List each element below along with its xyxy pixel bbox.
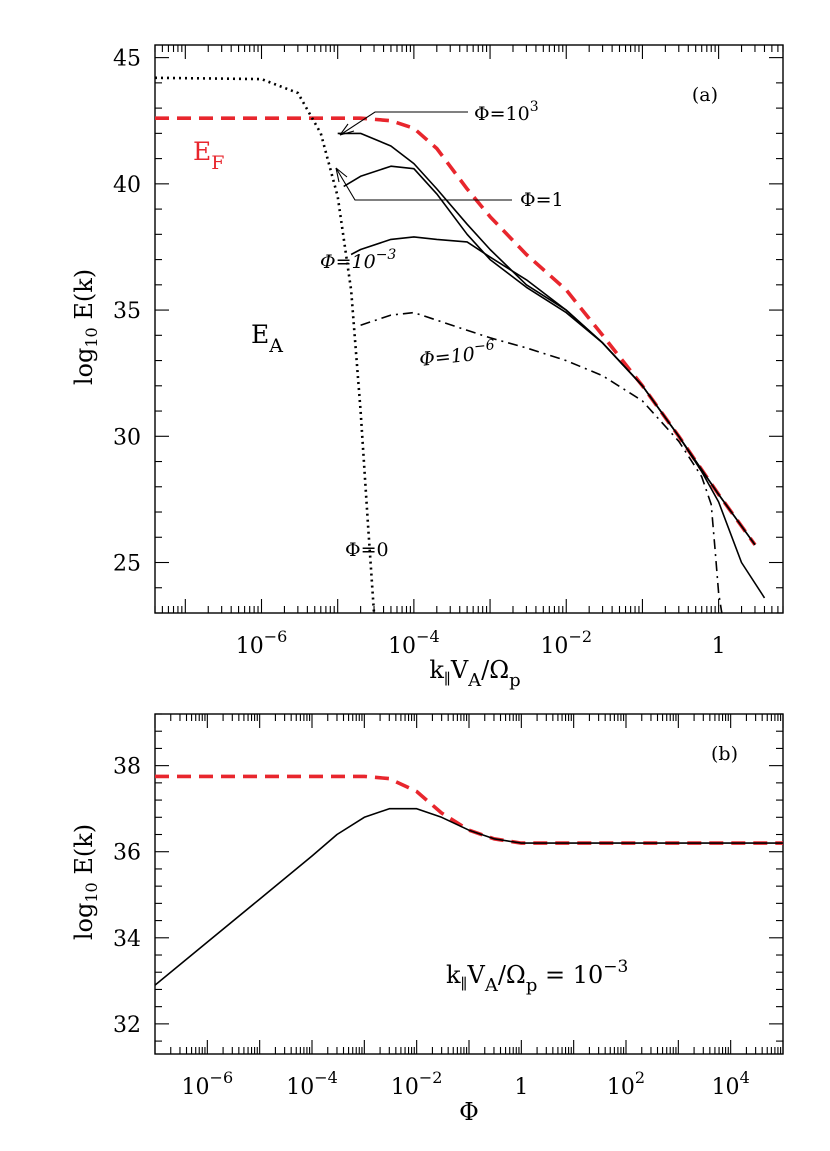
panel-b-x-tick-label: 102 — [607, 1068, 645, 1100]
arrowhead-phi-1 — [335, 167, 348, 183]
panel-b-x-tick-label: 10−2 — [391, 1068, 443, 1100]
panel-a: 25 30 35 40 45 10−6 10−4 10−2 1 (a) log10 E(k) k… — [70, 44, 784, 691]
label-e-f: EF — [193, 137, 224, 174]
panel-b: 32 34 36 38 10−6 10−4 10−2 1 102 104 (b) log10 E(… — [70, 713, 784, 1126]
panel-a-y-tick-label: 35 — [113, 299, 141, 324]
panel-b-y-tick-label: 32 — [113, 1013, 141, 1038]
panel-b-y-tick-label: 36 — [113, 841, 141, 866]
annotation-phi-1: Φ=1 — [520, 189, 564, 211]
panel-b-x-axis-label: Φ — [459, 1098, 479, 1126]
arrowhead-phi-1e3 — [339, 123, 355, 136]
panel-a-series-5-line — [360, 311, 723, 613]
annotation-phi-1e3: Φ=103 — [474, 99, 539, 125]
panel-a-y-tick-label: 40 — [113, 173, 141, 198]
panel-b-x-tick-label: 1 — [514, 1075, 528, 1100]
panel-a-x-tick-label: 10−2 — [540, 627, 592, 659]
panel-a-y-tick-label: 45 — [113, 47, 141, 72]
panel-a-x-tick-label: 1 — [712, 634, 726, 659]
panel-a-frame — [154, 44, 784, 614]
panel-a-series-3-line — [343, 165, 756, 546]
annotation-k-value: k∥VA/Ωp = 10−3 — [446, 957, 628, 996]
panel-b-series-1-line — [155, 807, 783, 986]
panel-a-y-tick-label: 30 — [113, 425, 141, 450]
arrow-phi-1e3 — [339, 111, 468, 136]
panel-b-x-tick-label: 10−4 — [286, 1068, 338, 1100]
annotation-phi-0: Φ=0 — [345, 539, 389, 561]
panel-a-series-0-line — [155, 116, 757, 546]
panel-b-y-tick-label: 38 — [113, 755, 141, 780]
panel-a-x-tick-label: 10−4 — [388, 627, 440, 659]
panel-a-series-4-line — [350, 236, 766, 599]
panel-a-x-tick-label: 10−6 — [236, 627, 288, 659]
annotation-phi-1em3: Φ=10−3 — [320, 247, 396, 273]
panel-a-x-axis-label: k∥VA/Ωp — [429, 656, 520, 691]
annotation-phi-1em6: Φ=10−6 — [418, 337, 497, 371]
panel-b-frame — [154, 713, 784, 1055]
panel-b-y-tick-label: 34 — [113, 927, 141, 952]
label-e-a: EA — [251, 320, 283, 357]
arrow-phi-1 — [335, 167, 512, 201]
panel-b-label: (b) — [711, 743, 738, 765]
panel-b-x-tick-label: 10−6 — [182, 1068, 234, 1100]
panel-a-label: (a) — [692, 84, 718, 106]
panel-b-x-tick-label: 104 — [712, 1068, 750, 1100]
panel-a-y-axis-label: log10 E(k) — [70, 269, 101, 385]
panel-a-y-tick-label: 25 — [113, 552, 141, 577]
panel-b-y-axis-label: log10 E(k) — [70, 824, 101, 940]
panel-b-series-0-line — [155, 774, 783, 845]
